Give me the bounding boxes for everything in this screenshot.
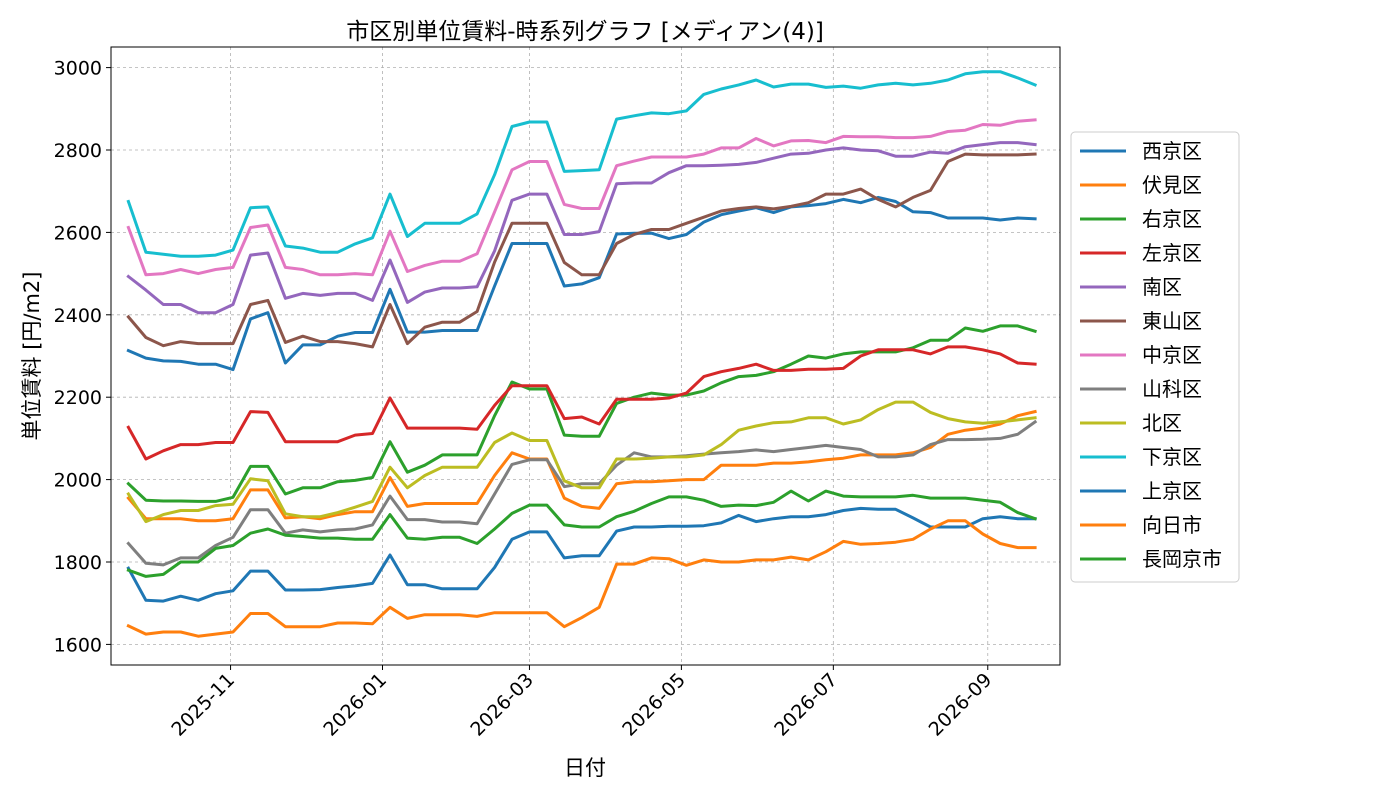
- plot-frame: [110, 46, 1061, 666]
- legend-label: 右京区: [1142, 207, 1202, 231]
- y-tick-label: 2400: [54, 305, 102, 327]
- series-line: [126, 489, 1038, 578]
- legend-label: 上京区: [1142, 479, 1202, 503]
- legend-label: 西京区: [1142, 139, 1202, 163]
- legend-label: 向日市: [1142, 513, 1202, 537]
- legend-label: 北区: [1142, 411, 1182, 435]
- series-line: [126, 152, 1037, 349]
- series-line: [126, 195, 1037, 372]
- legend-label: 中京区: [1142, 343, 1202, 367]
- y-tick-label: 2000: [54, 470, 102, 492]
- legend-label: 下京区: [1142, 445, 1202, 469]
- chart-title: 市区別単位賃料-時系列グラフ [メディアン(4)]: [346, 19, 824, 45]
- legend-label: 長岡京市: [1142, 547, 1222, 571]
- series-line: [126, 419, 1038, 567]
- series-line: [126, 409, 1037, 523]
- series-line: [126, 324, 1037, 503]
- series-line: [126, 506, 1037, 603]
- y-tick-label: 2200: [54, 387, 102, 409]
- series-line: [126, 141, 1037, 315]
- y-tick-label: 1600: [54, 634, 102, 656]
- series-line: [126, 400, 1037, 524]
- y-tick-label: 1800: [54, 552, 102, 574]
- x-axis-label: 日付: [564, 756, 606, 780]
- legend-label: 伏見区: [1142, 173, 1202, 197]
- legend-box: [1070, 131, 1240, 583]
- y-tick-label: 2800: [54, 140, 102, 162]
- y-axis-label: 単位賃料 [円/m2]: [20, 272, 44, 441]
- legend-label: 東山区: [1142, 309, 1202, 333]
- y-tick-label: 3000: [54, 58, 102, 80]
- y-axis: 1600 1800 2000 2200 2400 2600 2800 3000: [54, 58, 111, 656]
- y-tick-label: 2600: [54, 222, 102, 244]
- series-line: [126, 519, 1037, 638]
- series-line: [126, 70, 1038, 258]
- legend-label: 左京区: [1142, 241, 1202, 265]
- series-line: [126, 118, 1037, 277]
- series-layer: [126, 70, 1038, 638]
- series-line: [126, 345, 1037, 461]
- legend-label: 山科区: [1142, 377, 1202, 401]
- legend-label: 南区: [1142, 275, 1182, 299]
